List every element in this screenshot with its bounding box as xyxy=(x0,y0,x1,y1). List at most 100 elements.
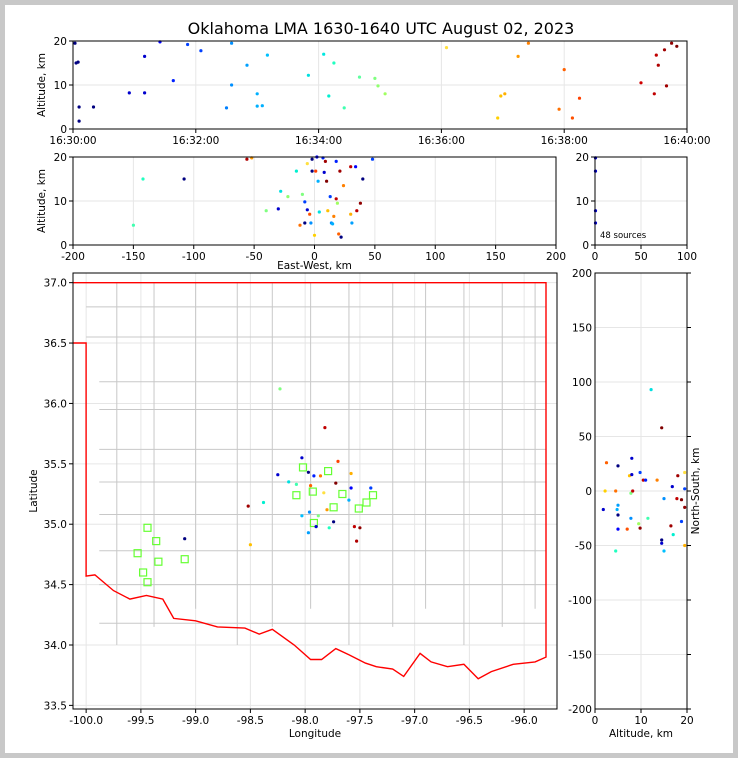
data-point xyxy=(317,210,321,214)
data-point xyxy=(644,478,648,482)
x-tick-label: 20 xyxy=(680,715,693,727)
data-point xyxy=(641,478,645,482)
data-point xyxy=(349,471,353,476)
data-point xyxy=(662,549,666,553)
data-point xyxy=(339,235,343,239)
data-point xyxy=(294,169,298,173)
data-point xyxy=(373,76,377,80)
data-point xyxy=(264,209,268,213)
data-point xyxy=(349,486,353,490)
y-tick-label: 0 xyxy=(582,240,589,252)
data-point xyxy=(361,177,365,181)
data-point xyxy=(322,170,326,174)
altitude-histogram-panel: 0 50 100 0 10 20 xyxy=(576,152,697,263)
data-point xyxy=(306,531,310,535)
x-tick-label: -97.5 xyxy=(346,715,373,727)
data-point xyxy=(260,104,264,108)
y-tick-label: -150 xyxy=(568,650,592,662)
data-point xyxy=(629,516,633,520)
data-point xyxy=(662,48,667,52)
data-point xyxy=(614,549,618,553)
data-point xyxy=(679,498,684,502)
data-point xyxy=(143,54,147,59)
state-boundary xyxy=(73,282,547,680)
x-tick-label: -97.0 xyxy=(401,715,428,727)
data-point xyxy=(342,106,346,110)
x-tick-label: 200 xyxy=(546,251,566,263)
data-point xyxy=(496,116,500,120)
data-point xyxy=(337,232,341,236)
data-point xyxy=(349,165,353,169)
data-point xyxy=(332,520,336,524)
x-tick-label: 16:30:00 xyxy=(49,135,96,147)
data-point xyxy=(255,104,259,108)
data-point xyxy=(654,53,658,57)
data-point xyxy=(347,498,351,502)
station-marker xyxy=(152,536,161,546)
y-tick-label: -100 xyxy=(568,595,592,607)
x-tick-label: -100.0 xyxy=(69,715,103,727)
data-point xyxy=(352,525,356,529)
data-point xyxy=(77,105,81,109)
data-point xyxy=(314,169,318,173)
data-point xyxy=(349,212,353,216)
data-point xyxy=(306,73,310,77)
data-point xyxy=(638,526,642,530)
data-point xyxy=(638,470,642,475)
data-point xyxy=(629,491,633,495)
data-point xyxy=(557,107,561,111)
x-tick-label: 100 xyxy=(425,251,445,263)
data-point xyxy=(305,208,309,212)
data-point xyxy=(265,53,269,57)
data-point xyxy=(141,177,145,181)
data-point xyxy=(526,41,531,45)
data-point xyxy=(308,212,312,216)
station-marker xyxy=(308,487,317,496)
y-tick-label: 34.0 xyxy=(44,640,67,652)
data-point xyxy=(286,195,290,199)
data-point xyxy=(300,192,304,196)
data-point xyxy=(325,179,329,183)
x-tick-label: 16:38:00 xyxy=(541,135,588,147)
data-point xyxy=(186,42,190,47)
y-tick-label: 150 xyxy=(572,323,592,335)
data-point xyxy=(683,487,687,491)
data-point xyxy=(327,94,331,98)
data-point xyxy=(334,159,338,163)
x-axis-label: East-West, km xyxy=(277,260,352,272)
x-tick-label: 50 xyxy=(368,251,381,263)
x-tick-label: -100 xyxy=(182,251,206,263)
data-point xyxy=(334,481,338,485)
y-tick-label: -200 xyxy=(568,704,592,716)
data-point xyxy=(601,507,605,512)
station-marker xyxy=(143,578,152,587)
data-point xyxy=(312,233,317,237)
x-tick-label: 16:36:00 xyxy=(418,135,465,147)
y-tick-label: 36.5 xyxy=(44,338,67,350)
y-tick-label: 37.0 xyxy=(44,278,67,290)
data-point xyxy=(655,478,659,482)
y-tick-label: 10 xyxy=(54,80,67,92)
data-point xyxy=(248,543,252,547)
data-point xyxy=(224,106,229,110)
data-point xyxy=(679,519,684,524)
y-tick-label: 50 xyxy=(579,432,592,444)
data-point xyxy=(127,91,131,95)
data-point xyxy=(332,214,336,218)
figure-title: Oklahoma LMA 1630-1640 UTC August 02, 20… xyxy=(188,19,575,38)
data-point xyxy=(660,541,664,545)
data-point xyxy=(309,221,313,225)
data-point xyxy=(616,464,620,468)
data-point xyxy=(656,63,660,67)
altitude-eastwest-panel: -200 -150 -100 -50 0 50 100 150 200 0 10 20 East-Wes… xyxy=(36,152,566,272)
data-point xyxy=(358,526,362,530)
data-point xyxy=(279,189,283,193)
data-point xyxy=(630,456,634,460)
data-point xyxy=(309,484,313,488)
station-marker xyxy=(354,504,363,513)
data-point xyxy=(300,456,304,460)
y-tick-label: 35.0 xyxy=(44,519,67,531)
data-point xyxy=(670,485,674,489)
source-count-label: 48 sources xyxy=(600,231,647,241)
station-marker xyxy=(139,568,148,577)
